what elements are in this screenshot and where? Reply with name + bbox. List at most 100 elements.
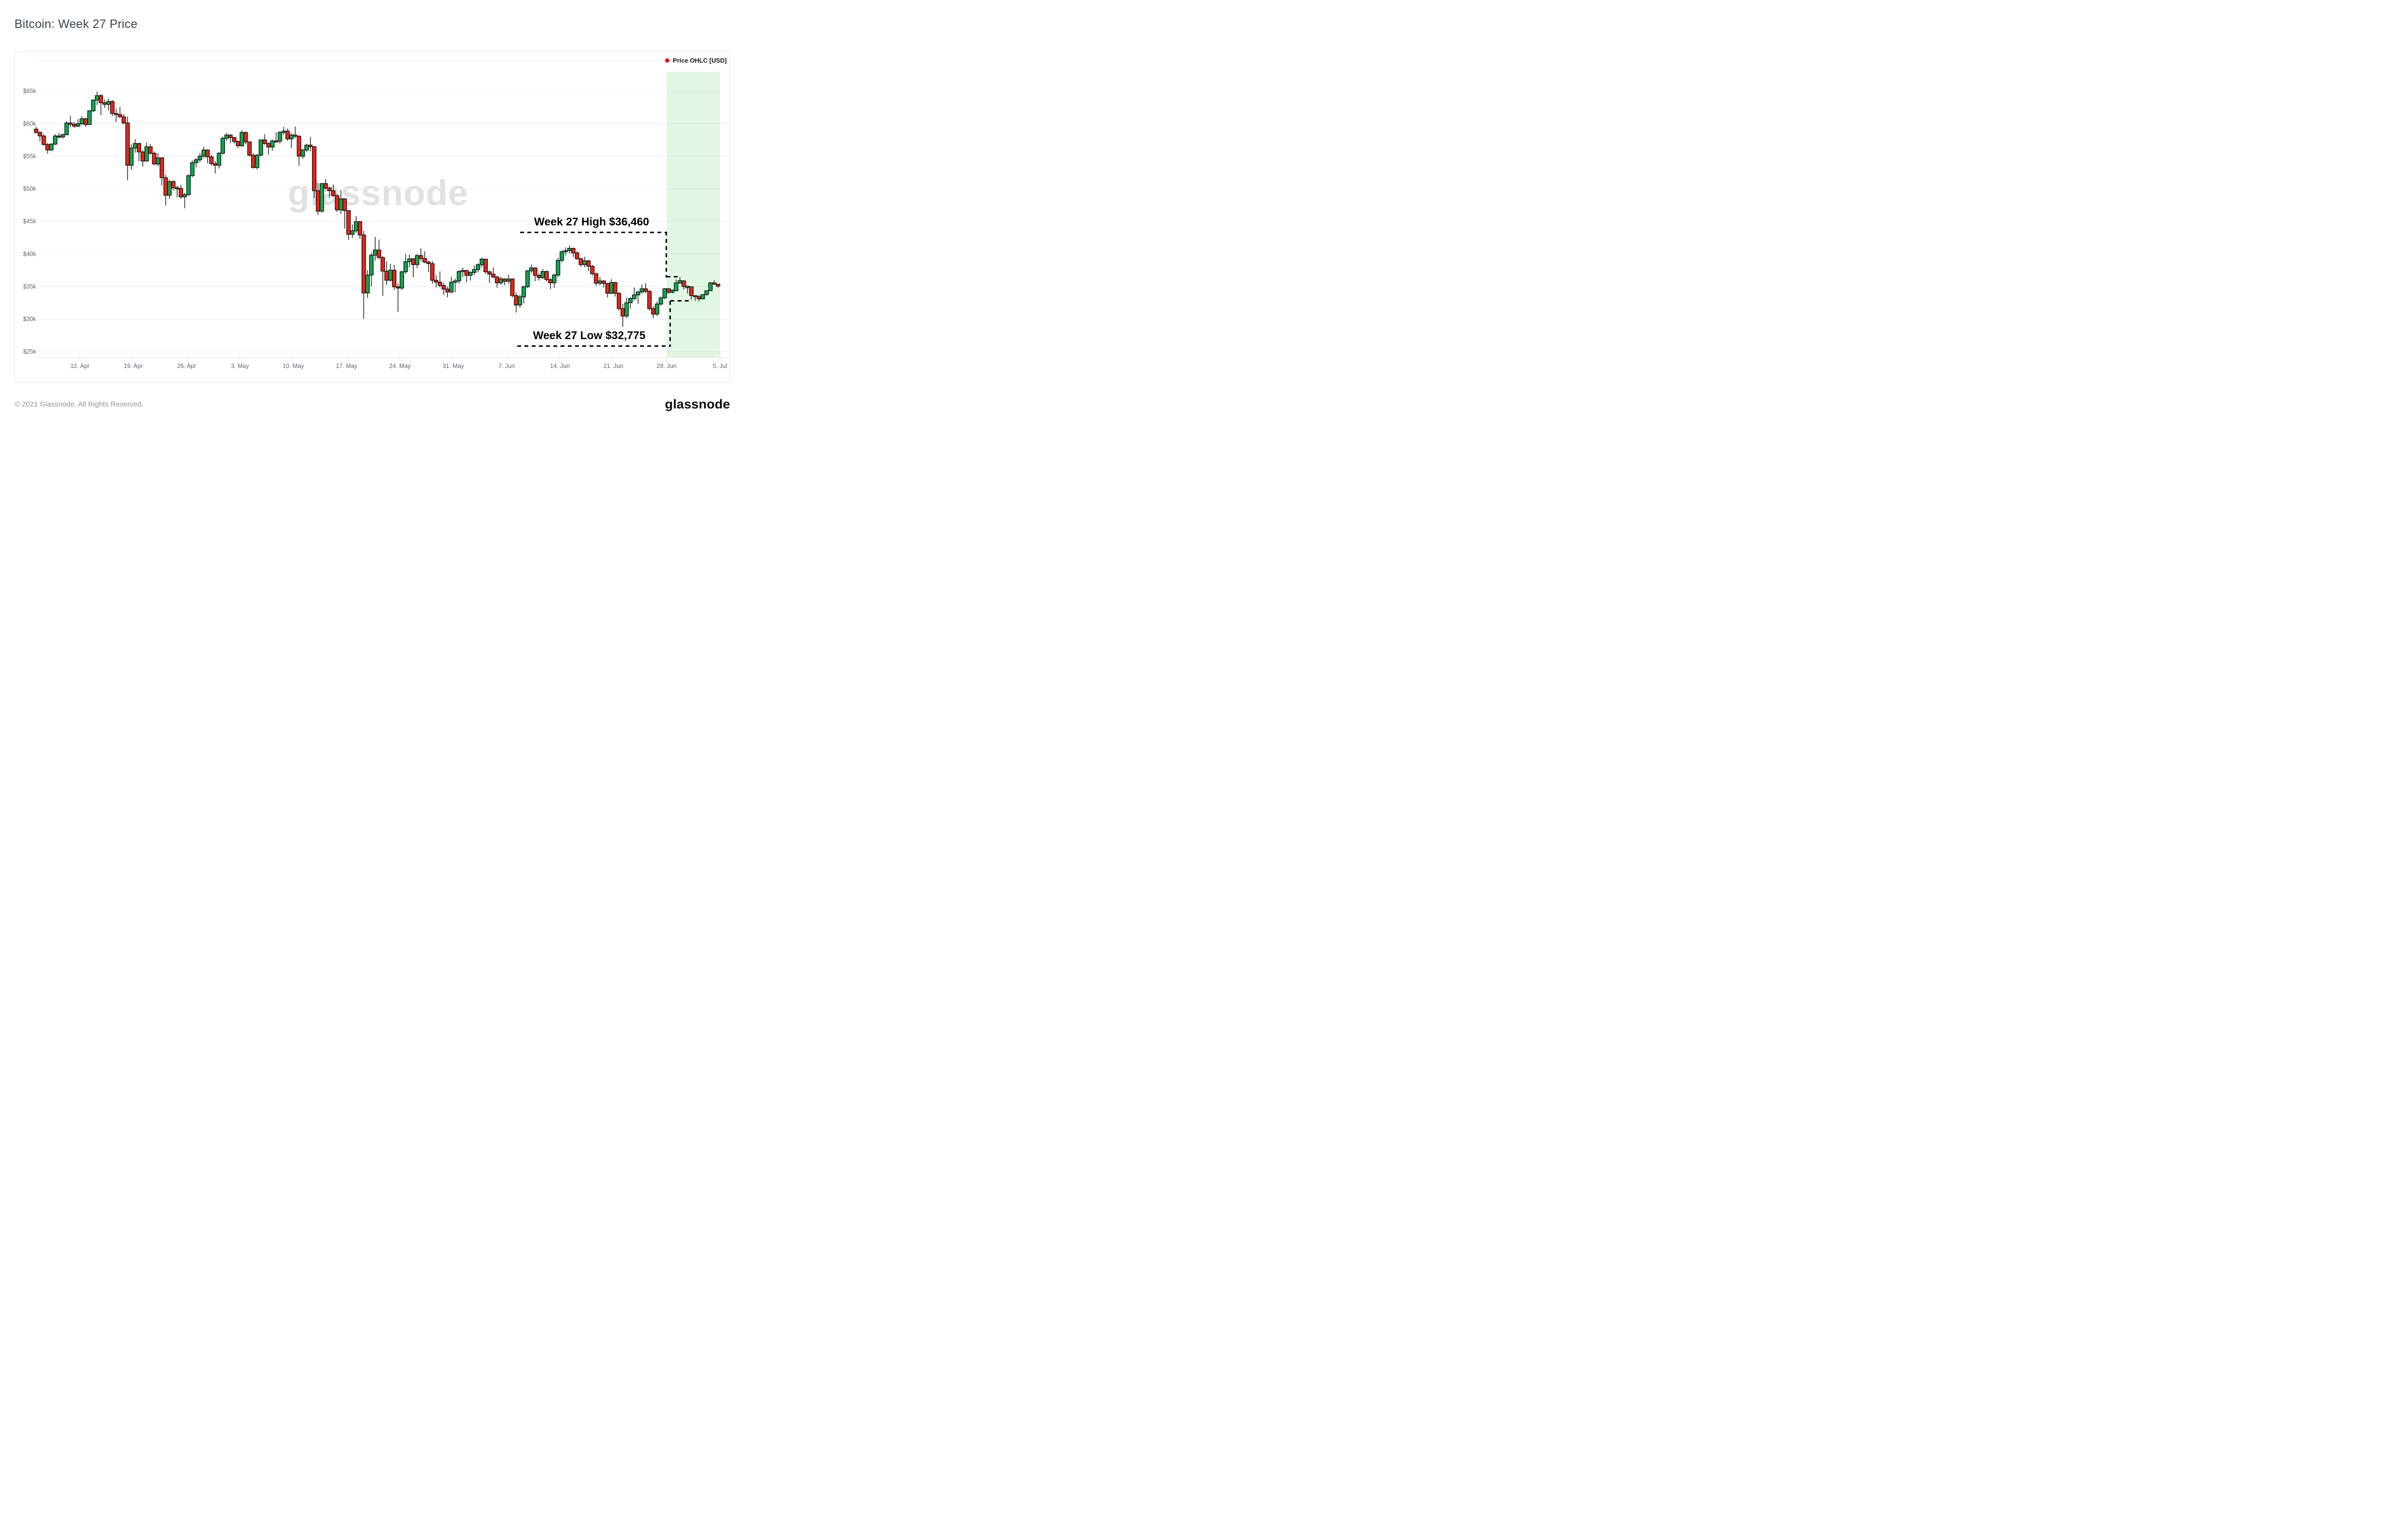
- candle-body: [346, 210, 351, 235]
- candle-body: [510, 278, 515, 296]
- candle-body: [395, 286, 400, 289]
- candle-body: [696, 296, 701, 300]
- candle-body: [609, 282, 614, 294]
- candle-body: [228, 134, 233, 138]
- week27-low-callout-line: [517, 345, 671, 347]
- x-axis-label: 21. Jun: [603, 363, 623, 369]
- candle-body: [552, 275, 557, 283]
- candle-body: [594, 273, 599, 284]
- candle-body: [548, 279, 553, 283]
- candle-body: [137, 143, 142, 153]
- candle-body: [693, 295, 697, 297]
- week27-high-level-tick: [667, 276, 680, 278]
- candle-body: [537, 275, 541, 278]
- candle-body: [255, 155, 260, 168]
- candle-body: [152, 153, 157, 165]
- candle-body: [339, 198, 343, 210]
- candle-body: [197, 156, 202, 160]
- x-axis-label: 5. Jul: [713, 363, 727, 369]
- candle-body: [308, 145, 313, 147]
- candle-body: [114, 113, 118, 115]
- candle-body: [445, 289, 450, 292]
- candle-body: [99, 95, 104, 104]
- candle-body: [247, 141, 252, 156]
- candlestick-plot[interactable]: $65k $60k $55k $50k $45k $40k $35k $30k $25k 12. …: [15, 52, 730, 383]
- candle-body: [556, 260, 561, 276]
- glassnode-logo: glassnode: [665, 397, 730, 411]
- candle-body: [53, 135, 58, 145]
- candle-body: [712, 282, 717, 285]
- candle-body: [700, 294, 705, 300]
- candle-body: [468, 272, 473, 276]
- candle-body: [106, 101, 111, 105]
- candle-body: [632, 294, 637, 299]
- week27-high-callout-line: [520, 232, 667, 234]
- candle-body: [540, 271, 545, 278]
- candle-body: [125, 122, 130, 166]
- candle-body: [312, 146, 316, 191]
- candle-body: [392, 270, 397, 288]
- candle-body: [102, 102, 107, 105]
- legend[interactable]: Price OHLC [USD]: [665, 57, 727, 64]
- candle-body: [544, 271, 549, 280]
- candle-body: [624, 302, 629, 316]
- candle-body: [670, 289, 675, 293]
- x-axis-label: 24. May: [389, 363, 411, 369]
- candle-body: [514, 295, 519, 305]
- candle-body: [49, 144, 54, 151]
- candle-body: [491, 274, 496, 277]
- candle-body: [319, 183, 324, 212]
- candle-body: [533, 267, 537, 276]
- candle-body: [399, 271, 404, 289]
- x-axis-label: 19. Apr: [124, 363, 143, 369]
- candle-body: [323, 183, 328, 189]
- legend-marker-icon: [665, 58, 670, 63]
- x-axis-label: 26. Apr: [177, 363, 196, 369]
- x-axis-label: 14. Jun: [550, 363, 570, 369]
- candle-body: [213, 163, 218, 166]
- candle-body: [476, 264, 481, 270]
- candle-body: [407, 258, 412, 263]
- candle-body: [678, 280, 682, 284]
- candle-body: [613, 282, 617, 294]
- candle-body: [224, 134, 229, 139]
- candle-body: [56, 135, 61, 138]
- candle-body: [159, 157, 164, 178]
- candle-body: [221, 138, 225, 154]
- candle-body: [335, 195, 340, 210]
- candle-body: [183, 194, 187, 197]
- candle-body: [441, 285, 446, 289]
- candle-body: [262, 139, 267, 144]
- candle-body: [148, 146, 153, 154]
- candles-layer: [34, 92, 720, 327]
- candle-body: [483, 259, 488, 272]
- candle-body: [79, 118, 84, 124]
- candle-body: [34, 129, 39, 133]
- candle-body: [560, 251, 564, 261]
- candle-body: [205, 149, 210, 158]
- candle-body: [449, 282, 454, 292]
- candle-body: [384, 271, 389, 281]
- legend-label: Price OHLC [USD]: [673, 57, 727, 64]
- week27-low-level-tick: [670, 300, 692, 302]
- candle-body: [472, 269, 477, 273]
- candle-body: [45, 144, 50, 151]
- candle-body: [83, 118, 88, 125]
- candle-body: [179, 188, 183, 197]
- candle-body: [171, 181, 176, 188]
- y-axis-label: $60k: [23, 120, 37, 127]
- candle-body: [251, 155, 256, 168]
- candle-body: [270, 140, 275, 148]
- candle-body: [327, 187, 332, 191]
- candle-body: [232, 137, 236, 142]
- x-axis-label: 7. Jun: [498, 363, 515, 369]
- candle-body: [141, 151, 145, 162]
- candle-body: [689, 286, 694, 296]
- candle-body: [76, 123, 80, 127]
- candle-body: [658, 297, 663, 304]
- candle-body: [602, 280, 606, 284]
- candle-body: [350, 230, 355, 235]
- y-axis-label: $45k: [23, 218, 37, 225]
- candle-body: [377, 250, 381, 258]
- y-axis-label: $50k: [23, 185, 37, 192]
